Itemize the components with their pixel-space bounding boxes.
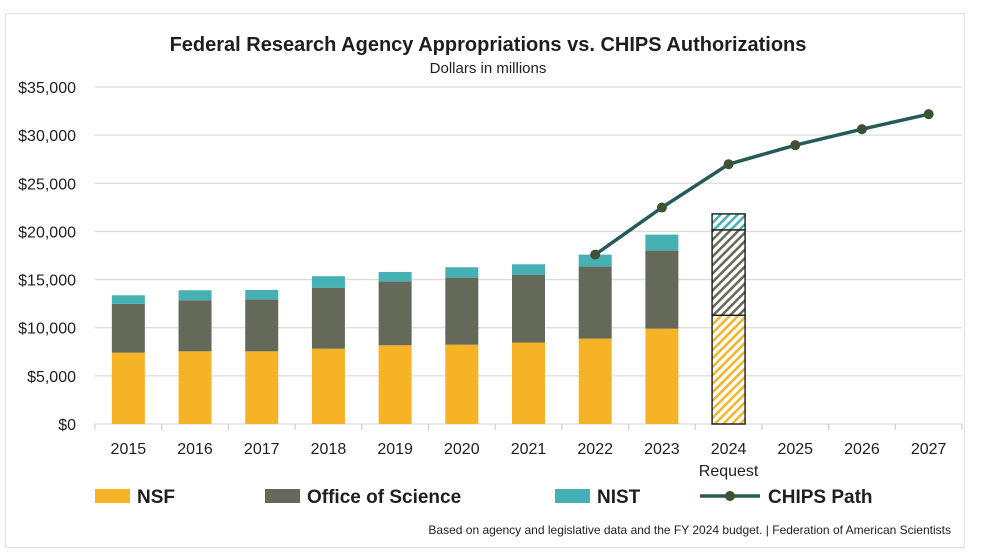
bar-nsf bbox=[245, 351, 279, 424]
chips-path-line bbox=[594, 112, 930, 257]
x-tick-label: 2027 bbox=[911, 441, 947, 458]
chart-subtitle: Dollars in millions bbox=[430, 60, 547, 77]
bar-nist bbox=[111, 295, 145, 304]
x-tick-label: 2020 bbox=[444, 441, 480, 458]
bar-office-of-science bbox=[711, 229, 746, 316]
chips-path-point bbox=[590, 249, 601, 260]
bar-nsf bbox=[178, 351, 212, 424]
x-tick-label: 2023 bbox=[644, 441, 680, 458]
bar-office-of-science bbox=[311, 287, 345, 349]
x-tick-label: 2022 bbox=[577, 441, 613, 458]
chips-path-point bbox=[790, 140, 801, 151]
legend-label: NIST bbox=[597, 487, 641, 508]
bar-nist bbox=[245, 289, 279, 300]
bar-nist bbox=[578, 254, 612, 267]
chart-title: Federal Research Agency Appropriations v… bbox=[170, 34, 807, 56]
bar-nsf bbox=[512, 342, 545, 424]
y-tick-label: $5,000 bbox=[27, 369, 76, 386]
legend-item: NSF bbox=[95, 487, 175, 508]
bar-nist bbox=[378, 271, 412, 282]
x-tick-label: 2017 bbox=[244, 441, 280, 458]
y-tick-label: $0 bbox=[58, 417, 76, 434]
bar-office-of-science bbox=[378, 281, 412, 346]
chips-path-point bbox=[856, 124, 867, 135]
bar-nsf bbox=[378, 345, 412, 424]
legend-item: NIST bbox=[555, 487, 641, 508]
bar-nsf bbox=[445, 344, 479, 424]
source-note: Based on agency and legislative data and… bbox=[428, 523, 951, 537]
bar-office-of-science bbox=[512, 274, 545, 343]
bar-nist bbox=[711, 213, 746, 231]
bar-office-of-science bbox=[245, 299, 279, 352]
x-tick-label: 2016 bbox=[177, 441, 213, 458]
y-tick-label: $20,000 bbox=[18, 224, 76, 241]
y-tick-label: $30,000 bbox=[18, 128, 76, 145]
legend-swatch bbox=[95, 489, 130, 503]
bar-nist bbox=[645, 234, 679, 251]
x-tick-sublabel: Request bbox=[699, 463, 759, 480]
legend-marker bbox=[725, 491, 735, 501]
bar-office-of-science bbox=[178, 300, 212, 352]
bar-nsf bbox=[711, 314, 746, 425]
legend-item: Office of Science bbox=[265, 487, 461, 508]
x-tick-label: 2015 bbox=[111, 441, 147, 458]
chart-frame bbox=[5, 13, 965, 548]
legend-label: NSF bbox=[137, 487, 175, 508]
bar-office-of-science bbox=[578, 266, 612, 339]
x-tick-label: 2024 bbox=[711, 441, 747, 458]
chips-path-point bbox=[656, 202, 667, 213]
bar-nsf bbox=[578, 338, 612, 424]
chips-path-point bbox=[723, 159, 734, 170]
legend-label: Office of Science bbox=[307, 487, 461, 508]
legend-swatch bbox=[265, 489, 300, 503]
legend-item: CHIPS Path bbox=[700, 487, 873, 508]
chips-path-point bbox=[923, 109, 934, 120]
bar-nist bbox=[512, 264, 545, 275]
bar-nist bbox=[178, 290, 212, 301]
legend-swatch bbox=[555, 489, 590, 503]
y-tick-label: $25,000 bbox=[18, 176, 76, 193]
x-tick-label: 2025 bbox=[777, 441, 813, 458]
bar-nsf bbox=[645, 328, 679, 424]
bar-office-of-science bbox=[111, 303, 145, 353]
x-tick-label: 2026 bbox=[844, 441, 880, 458]
y-tick-label: $35,000 bbox=[18, 80, 76, 97]
bar-office-of-science bbox=[445, 277, 479, 345]
bar-nsf bbox=[111, 352, 145, 424]
y-tick-label: $10,000 bbox=[18, 321, 76, 338]
bar-office-of-science bbox=[645, 250, 679, 329]
bar-nsf bbox=[311, 348, 345, 424]
y-tick-label: $15,000 bbox=[18, 273, 76, 290]
bar-nist bbox=[311, 276, 345, 288]
legend-label: CHIPS Path bbox=[768, 487, 873, 508]
x-tick-label: 2019 bbox=[377, 441, 413, 458]
bar-nist bbox=[445, 267, 479, 278]
x-tick-label: 2021 bbox=[511, 441, 547, 458]
x-tick-label: 2018 bbox=[311, 441, 347, 458]
